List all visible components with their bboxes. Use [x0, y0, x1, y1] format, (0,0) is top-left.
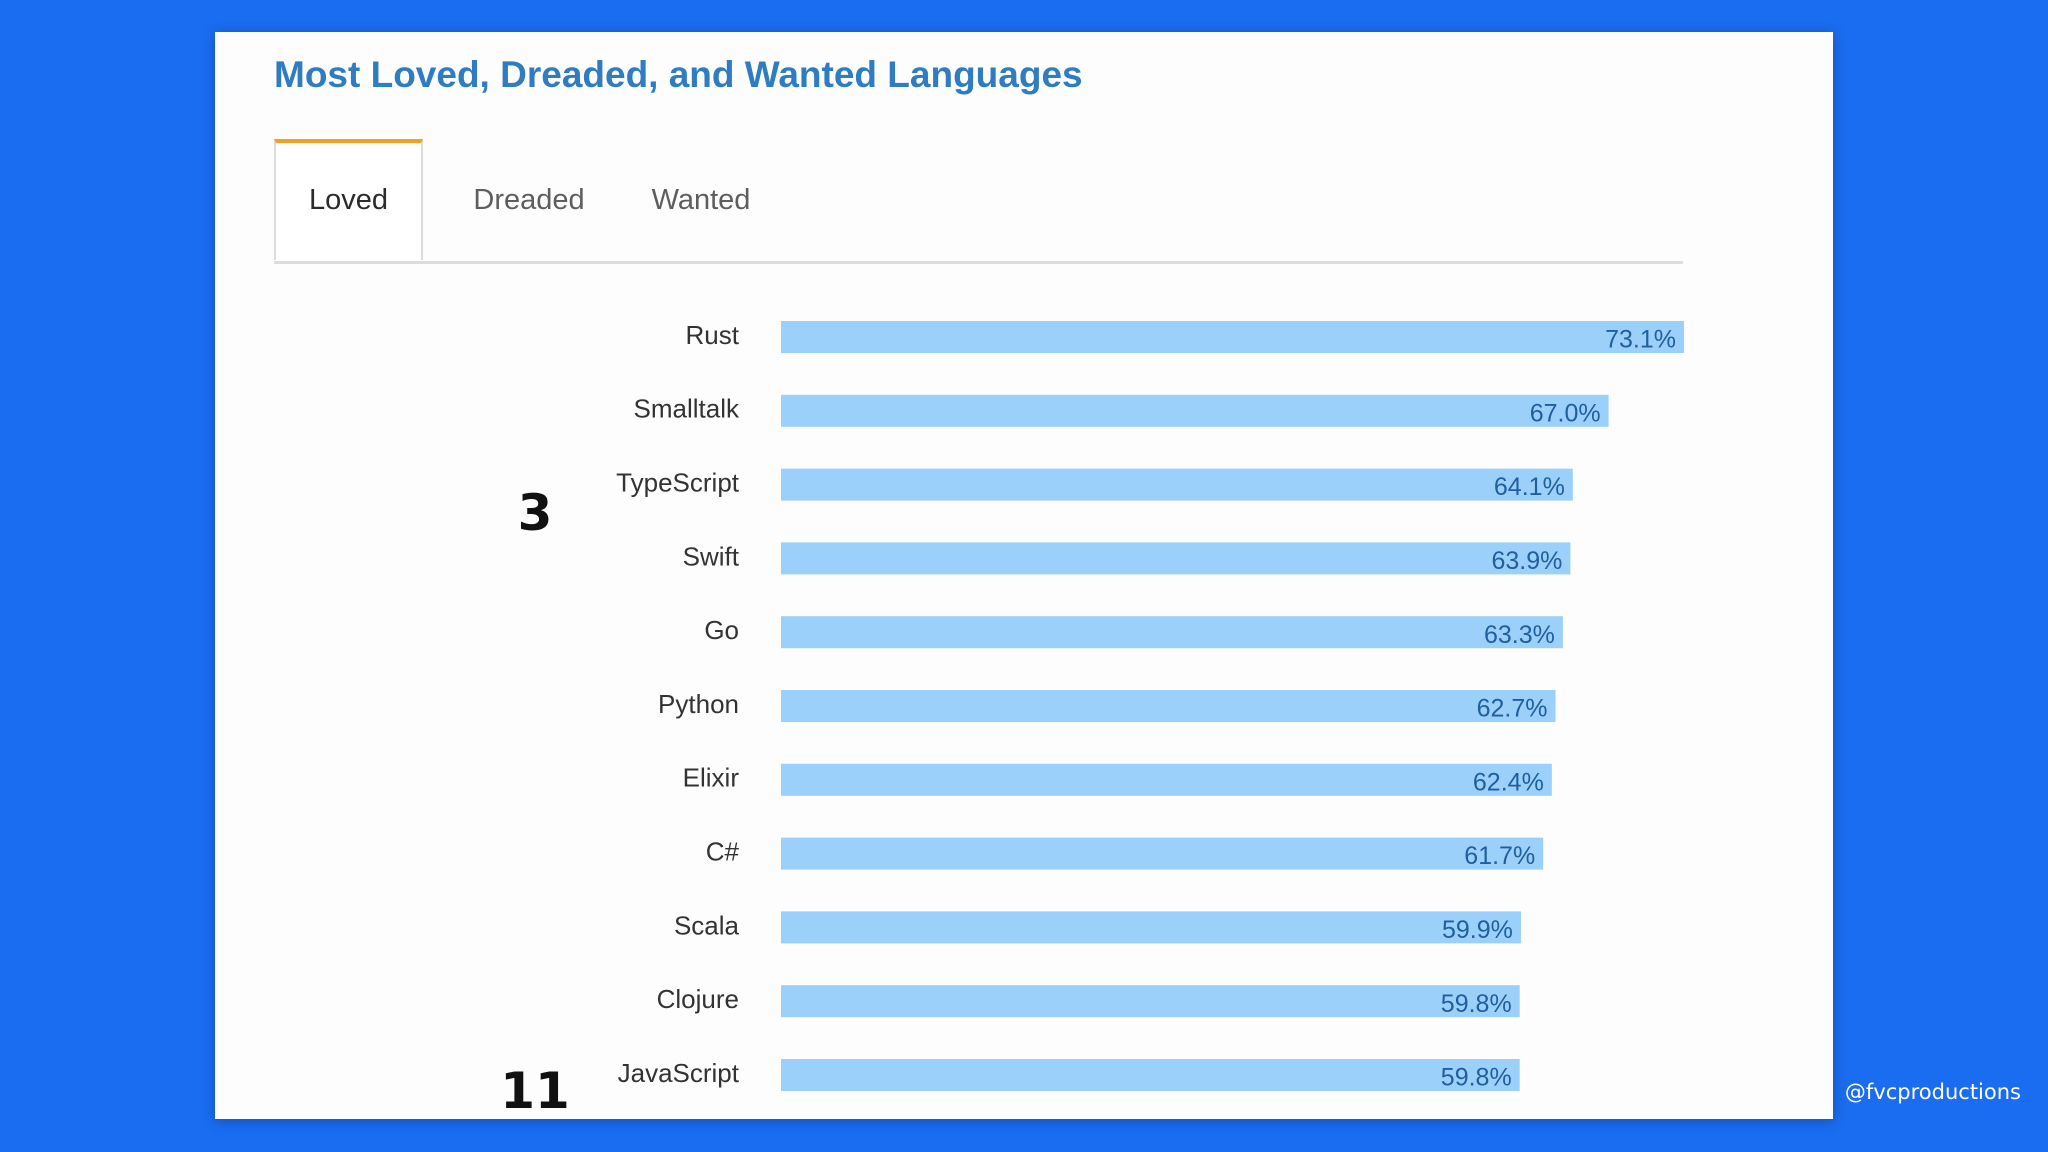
category-label: C# [706, 836, 740, 866]
value-label: 63.3% [1484, 621, 1555, 649]
bar[interactable] [781, 763, 1552, 796]
bar[interactable] [781, 911, 1521, 944]
category-label: Swift [683, 541, 740, 571]
bar[interactable] [781, 394, 1609, 427]
bar[interactable] [781, 690, 1556, 722]
value-label: 59.8% [1441, 1064, 1512, 1092]
value-label: 61.7% [1464, 842, 1535, 870]
category-label: Go [704, 615, 739, 645]
category-label: JavaScript [618, 1058, 740, 1088]
tab-wanted[interactable]: Wanted [651, 184, 751, 216]
loved-languages-chart: Rust 73.1% Smalltalk 67.0% TypeScript 64.1% Sw… [616, 320, 1684, 1092]
category-label: Rust [686, 320, 740, 350]
bar[interactable] [781, 985, 1520, 1018]
value-label: 62.4% [1473, 768, 1544, 796]
rank-annotation-typescript: 3 [517, 484, 553, 542]
value-label: 67.0% [1530, 399, 1601, 427]
value-label: 73.1% [1605, 326, 1676, 354]
watermark-text: @fvcproductions [1844, 1080, 2021, 1104]
rank-annotation-javascript: 11 [500, 1062, 570, 1120]
category-label: Scala [674, 910, 740, 940]
category-label: Clojure [657, 984, 739, 1014]
bar[interactable] [781, 616, 1563, 649]
value-label: 59.9% [1442, 916, 1513, 944]
value-label: 64.1% [1494, 473, 1565, 501]
bar[interactable] [781, 468, 1573, 501]
value-label: 63.9% [1492, 547, 1563, 575]
category-label: Smalltalk [634, 394, 740, 424]
category-label: Python [658, 689, 739, 719]
bar[interactable] [781, 837, 1544, 870]
survey-card: Most Loved, Dreaded, and Wanted Language… [215, 32, 1833, 1120]
category-label: TypeScript [616, 467, 740, 497]
bar[interactable] [781, 321, 1684, 353]
bar[interactable] [781, 1059, 1520, 1091]
value-label: 59.8% [1441, 990, 1512, 1018]
tab-bar: Loved Dreaded Wanted [274, 139, 1683, 264]
tab-dreaded[interactable]: Dreaded [473, 184, 585, 216]
bar[interactable] [781, 542, 1571, 575]
category-label: Elixir [683, 763, 740, 793]
value-label: 62.7% [1477, 695, 1548, 723]
tab-loved[interactable]: Loved [274, 139, 423, 260]
chart-title: Most Loved, Dreaded, and Wanted Language… [274, 54, 1083, 95]
